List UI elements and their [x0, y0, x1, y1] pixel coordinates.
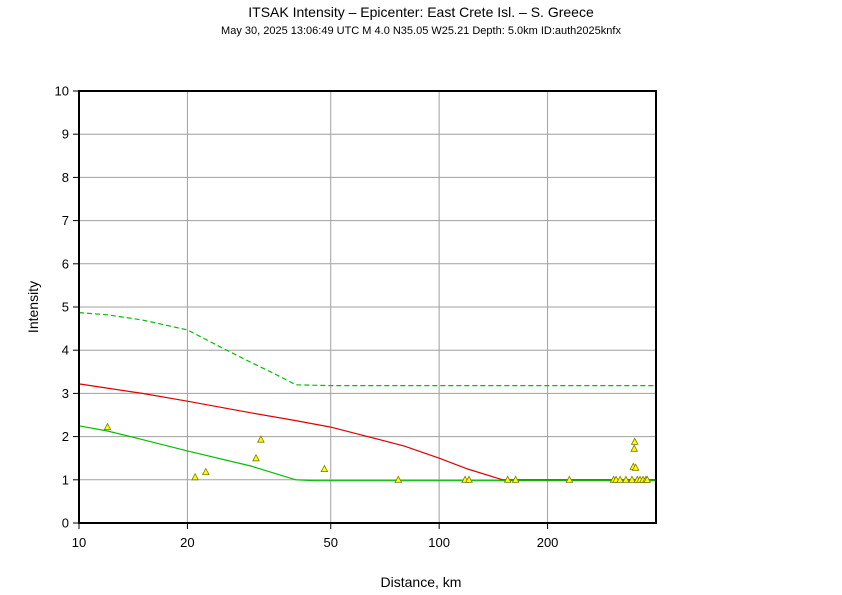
y-axis-label: Intensity	[25, 280, 41, 334]
data-point-triangle	[465, 475, 473, 483]
y-tick-label: 5	[62, 300, 69, 315]
data-point-triangle	[511, 475, 520, 483]
chart-title: ITSAK Intensity – Epicenter: East Crete …	[248, 4, 594, 20]
data-point-triangle	[503, 475, 512, 483]
data-point-triangle	[201, 467, 210, 476]
y-tick-label: 2	[62, 429, 69, 444]
data-point-triangle	[628, 475, 636, 483]
data-point-triangle	[257, 435, 265, 443]
y-tick-label: 0	[62, 516, 69, 531]
red-curve-line	[78, 383, 656, 481]
data-point-triangle	[616, 475, 624, 483]
x-tick-label: 100	[428, 535, 450, 550]
data-point-triangle	[252, 453, 260, 462]
y-tick-label: 8	[62, 170, 69, 185]
y-tick-label: 7	[62, 213, 69, 228]
x-tick-label: 10	[72, 535, 86, 550]
series	[78, 312, 656, 483]
grid	[79, 91, 656, 523]
x-axis-label: Distance, km	[380, 574, 462, 590]
x-tick-label: 20	[180, 535, 194, 550]
axis-ticks: 0 1 2 3 4 5 6 7 8 9 10 10 20 50 100 200	[55, 84, 559, 551]
y-tick-label: 4	[62, 343, 69, 358]
data-point-triangle	[394, 475, 403, 483]
y-tick-label: 3	[62, 386, 69, 401]
data-point-triangle	[103, 422, 112, 431]
y-tick-label: 6	[62, 256, 69, 271]
y-tick-label: 9	[62, 127, 69, 142]
x-tick-label: 200	[537, 535, 559, 550]
green-curve-line	[78, 425, 656, 482]
data-point-triangle	[191, 472, 199, 481]
data-point-triangle	[622, 475, 630, 483]
green-dashed-curve-line	[78, 312, 656, 387]
data-point-triangle	[565, 475, 574, 483]
x-tick-label: 50	[324, 535, 338, 550]
data-point-triangle	[320, 464, 329, 473]
data-point-triangle	[630, 444, 639, 452]
data-point-triangle	[630, 437, 639, 445]
y-tick-label: 10	[55, 84, 69, 99]
data-point-triangle	[631, 463, 640, 471]
chart-subtitle: May 30, 2025 13:06:49 UTC M 4.0 N35.05 W…	[221, 25, 621, 37]
data-point-triangle	[643, 475, 652, 483]
y-tick-label: 1	[62, 472, 69, 487]
plot-frame	[78, 90, 657, 524]
